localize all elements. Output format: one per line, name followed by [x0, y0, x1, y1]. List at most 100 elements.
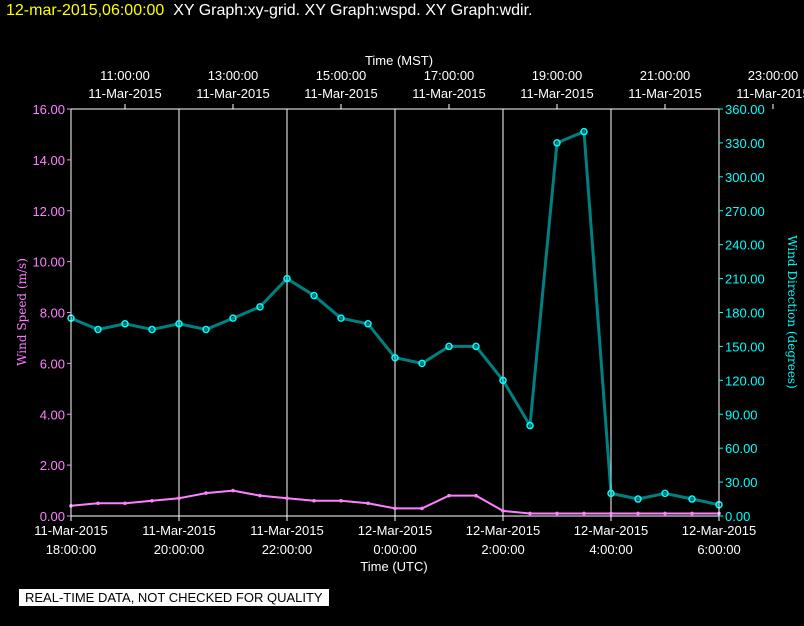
wdir-point [688, 495, 696, 503]
top-tick-time: 15:00:00 [316, 68, 367, 83]
right-tick-label: 120.00 [725, 373, 765, 388]
quality-disclaimer: REAL-TIME DATA, NOT CHECKED FOR QUALITY [19, 589, 329, 606]
bottom-tick-time: 0:00:00 [373, 542, 416, 557]
wspd-series [69, 488, 721, 516]
wspd-point [447, 493, 451, 498]
wdir-point [310, 291, 318, 300]
chart-header: 12-mar-2015,06:00:00 XY Graph:xy-grid. X… [6, 2, 533, 20]
wdir-point [526, 421, 534, 430]
wspd-point [636, 511, 640, 516]
graph-list: XY Graph:xy-grid. XY Graph:wspd. XY Grap… [173, 2, 533, 19]
bottom-tick-time: 2:00:00 [481, 542, 524, 557]
bottom-tick-date: 11-Mar-2015 [142, 523, 215, 538]
bottom-tick-date: 11-Mar-2015 [250, 523, 323, 538]
bottom-tick-time: 6:00:00 [697, 542, 740, 557]
wdir-point [445, 342, 453, 351]
wspd-point [420, 506, 424, 511]
top-tick-time: 21:00:00 [640, 68, 691, 83]
wdir-point [553, 139, 561, 147]
wdir-point [283, 274, 291, 283]
right-tick-label: 270.00 [725, 204, 765, 219]
right-axis-title: Wind Direction (degrees) [785, 235, 799, 389]
top-tick-date: 11-Mar-2015 [88, 86, 161, 101]
top-tick-time: 11:00:00 [100, 68, 150, 83]
top-tick-time: 19:00:00 [532, 68, 583, 83]
top-tick-date: 11-Mar-2015 [196, 86, 269, 101]
grid [178, 109, 612, 516]
wspd-point [555, 511, 559, 516]
bottom-axis-title: Time (UTC) [360, 559, 427, 574]
bottom-tick-time: 4:00:00 [589, 542, 632, 557]
wdir-point [229, 314, 237, 322]
bottom-tick-date: 12-Mar-2015 [358, 523, 432, 538]
wspd-point [150, 498, 154, 503]
right-tick-label: 210.00 [725, 272, 765, 287]
wdir-point [175, 320, 183, 328]
axis-ticks: 11-Mar-2015 18:00:00 11-Mar-2015 20:00:00 11… [32, 68, 804, 557]
left-tick-label: 4.00 [40, 407, 65, 422]
top-tick-date: 11-Mar-2015 [304, 86, 377, 101]
wspd-point [474, 493, 478, 498]
bottom-tick-date: 11-Mar-2015 [34, 523, 107, 538]
wdir-point [391, 353, 399, 362]
wspd-point [339, 498, 343, 503]
right-tick-label: 90.00 [725, 407, 758, 422]
left-tick-label: 10.00 [32, 255, 65, 270]
bottom-tick-time: 18:00:00 [46, 542, 97, 557]
wspd-point [690, 511, 694, 516]
wspd-point [501, 509, 505, 513]
bottom-tick-time: 20:00:00 [154, 542, 205, 557]
wdir-point [580, 127, 588, 136]
left-tick-label: 8.00 [40, 306, 65, 321]
top-tick-date: 11-Mar-2015 [736, 86, 804, 101]
wspd-point [285, 496, 289, 500]
right-tick-label: 330.00 [725, 136, 765, 151]
wdir-series [67, 127, 723, 509]
wdir-point [364, 320, 372, 328]
wdir-point [202, 325, 210, 334]
left-tick-label: 6.00 [40, 356, 65, 371]
wdir-point [148, 325, 156, 334]
wspd-point [123, 501, 127, 506]
left-tick-label: 0.00 [40, 509, 65, 524]
wdir-point [94, 325, 102, 334]
wspd-point [663, 511, 667, 516]
left-tick-label: 12.00 [32, 204, 65, 219]
right-tick-label: 360.00 [725, 102, 765, 117]
wspd-point [582, 511, 586, 516]
wspd-point [96, 501, 100, 506]
wspd-point [609, 511, 613, 516]
wdir-point [634, 495, 642, 503]
right-tick-label: 0.00 [725, 509, 750, 524]
top-tick-date: 11-Mar-2015 [520, 86, 593, 101]
top-tick-time: 23:00:00 [748, 68, 799, 83]
left-tick-label: 16.00 [32, 102, 65, 117]
right-tick-label: 240.00 [725, 238, 765, 253]
wdir-point [499, 376, 507, 385]
wspd-point [177, 496, 181, 500]
bottom-tick-date: 12-Mar-2015 [682, 523, 756, 538]
top-axis-title: Time (MST) [365, 53, 433, 68]
top-tick-time: 17:00:00 [424, 68, 475, 83]
bottom-tick-date: 12-Mar-2015 [466, 523, 540, 538]
wspd-point [366, 501, 370, 506]
left-tick-label: 14.00 [32, 153, 65, 168]
right-tick-label: 30.00 [725, 475, 758, 490]
left-axis-title: Wind Speed (m/s) [15, 258, 29, 366]
right-tick-label: 60.00 [725, 441, 758, 456]
wspd-point [258, 493, 262, 498]
wspd-point [312, 498, 316, 503]
right-tick-label: 150.00 [725, 339, 765, 354]
wdir-point [607, 489, 615, 498]
top-tick-date: 11-Mar-2015 [628, 86, 701, 101]
timestamp: 12-mar-2015,06:00:00 [6, 2, 165, 19]
wdir-point [418, 359, 426, 368]
wdir-point [472, 342, 480, 351]
top-tick-date: 11-Mar-2015 [412, 86, 485, 101]
left-tick-label: 2.00 [40, 458, 65, 473]
wdir-point [661, 489, 669, 498]
bottom-tick-date: 12-Mar-2015 [574, 523, 648, 538]
wdir-point [121, 320, 129, 328]
bottom-tick-time: 22:00:00 [262, 542, 313, 557]
wspd-point [231, 488, 235, 493]
